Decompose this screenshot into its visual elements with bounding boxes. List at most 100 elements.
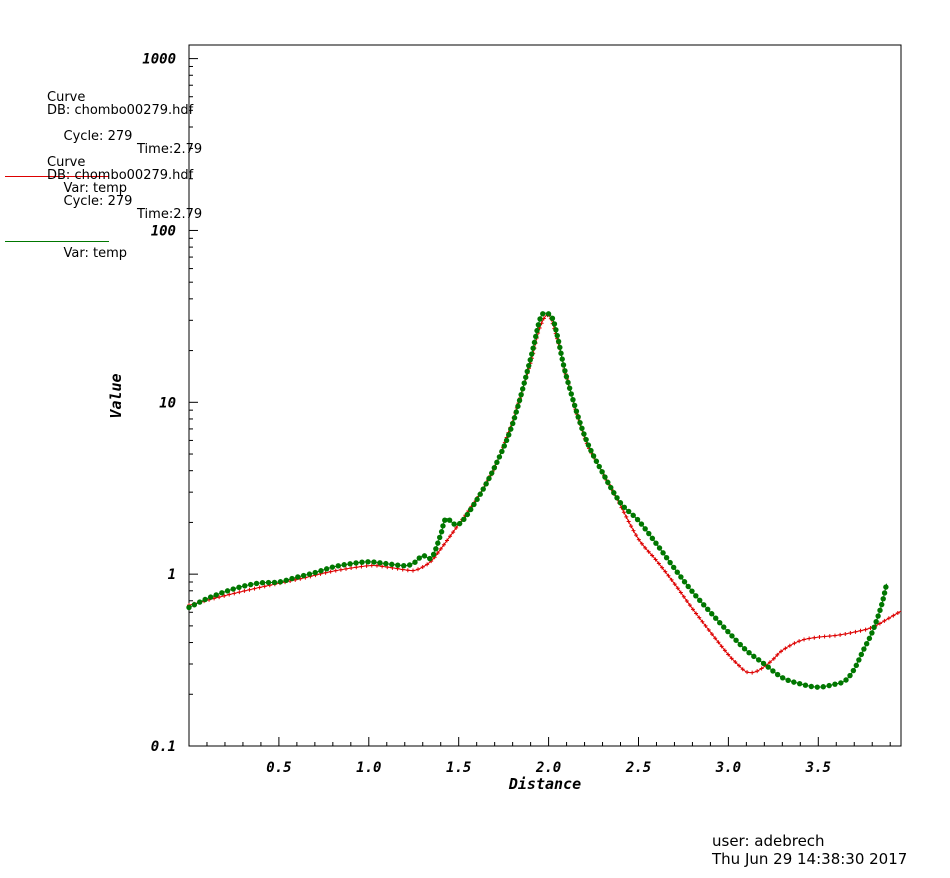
- data-point: [856, 657, 862, 663]
- data-point: [237, 590, 242, 595]
- data-point: [675, 586, 680, 591]
- data-point: [265, 579, 272, 586]
- legend-cycle: Cycle: 279: [63, 194, 133, 209]
- data-point: [411, 568, 415, 573]
- x-tick-label: 1.0: [356, 760, 381, 776]
- data-point: [694, 611, 699, 616]
- data-point: [318, 568, 324, 574]
- data-point: [560, 362, 567, 368]
- data-point: [551, 321, 558, 327]
- data-point: [344, 566, 348, 571]
- data-point: [631, 528, 636, 533]
- data-point: [733, 637, 739, 643]
- data-point: [365, 559, 371, 565]
- data-point: [508, 426, 514, 432]
- data-point: [638, 521, 645, 527]
- data-point: [565, 379, 571, 386]
- data-point: [526, 362, 532, 369]
- data-point: [563, 373, 570, 380]
- data-point: [684, 598, 689, 603]
- legend-time: Time:2.79: [137, 207, 203, 222]
- data-point: [751, 653, 757, 660]
- data-point: [480, 486, 486, 492]
- data-point: [354, 565, 359, 570]
- legend-db: DB: chombo00279.hdf: [47, 168, 194, 183]
- data-point: [629, 524, 634, 529]
- data-point: [869, 630, 875, 636]
- data-point: [468, 506, 474, 513]
- data-point: [737, 641, 743, 648]
- data-point: [621, 510, 626, 515]
- legend-time: Time:2.79: [137, 142, 203, 157]
- data-point: [717, 619, 723, 626]
- data-point: [858, 628, 863, 633]
- data-point: [861, 646, 867, 652]
- data-point: [295, 574, 301, 580]
- data-point: [433, 546, 439, 552]
- data-point: [438, 546, 443, 551]
- data-point: [527, 357, 533, 363]
- data-point: [863, 641, 870, 647]
- data-point: [617, 500, 624, 506]
- data-point: [678, 590, 683, 595]
- data-point: [197, 599, 203, 605]
- data-point: [843, 631, 848, 636]
- data-point: [516, 397, 523, 404]
- data-point: [697, 615, 702, 620]
- data-point: [440, 523, 446, 529]
- data-point: [827, 634, 832, 639]
- data-point: [879, 601, 885, 608]
- data-point: [737, 663, 742, 668]
- data-point: [765, 664, 771, 670]
- data-point: [614, 495, 620, 501]
- data-point: [247, 587, 252, 592]
- data-point: [213, 592, 219, 598]
- data-point: [333, 568, 338, 573]
- data-point: [583, 436, 589, 443]
- data-point: [886, 616, 891, 621]
- data-point: [349, 565, 354, 570]
- data-point: [705, 606, 711, 612]
- data-point: [496, 454, 503, 460]
- x-tick-label: 1.5: [446, 760, 471, 776]
- data-point: [540, 311, 546, 317]
- data-point: [745, 670, 750, 675]
- data-point: [558, 350, 564, 356]
- data-point: [230, 586, 236, 592]
- data-point: [681, 594, 686, 599]
- data-point: [312, 569, 318, 576]
- data-point: [866, 635, 873, 642]
- data-point: [740, 667, 745, 672]
- data-point: [511, 415, 518, 421]
- legend-entry-1: Curve DB: chombo00279.hdf Cycle: 279 Tim…: [5, 91, 202, 221]
- data-point: [202, 596, 208, 603]
- data-point: [848, 630, 853, 635]
- data-point: [663, 555, 670, 561]
- data-point: [535, 322, 542, 328]
- data-point: [405, 568, 410, 573]
- data-point: [338, 567, 343, 572]
- data-point: [755, 657, 762, 663]
- data-point: [486, 475, 492, 482]
- data-point: [660, 550, 666, 556]
- data-point: [523, 374, 529, 380]
- data-point: [681, 579, 688, 585]
- data-point: [643, 545, 648, 550]
- footer-user: user: adebrech: [712, 832, 825, 850]
- data-point: [774, 671, 781, 678]
- data-point: [716, 640, 721, 645]
- data-point: [672, 582, 677, 587]
- data-point: [656, 561, 661, 566]
- data-point: [687, 603, 692, 608]
- data-point: [713, 636, 718, 641]
- data-point: [224, 588, 231, 594]
- data-point: [791, 679, 797, 685]
- data-point: [579, 425, 585, 432]
- data-point: [524, 368, 530, 375]
- data-point: [624, 514, 629, 519]
- data-point: [471, 501, 477, 508]
- data-point: [441, 542, 446, 547]
- data-point: [853, 629, 858, 634]
- data-point: [826, 682, 832, 689]
- data-point: [207, 594, 214, 600]
